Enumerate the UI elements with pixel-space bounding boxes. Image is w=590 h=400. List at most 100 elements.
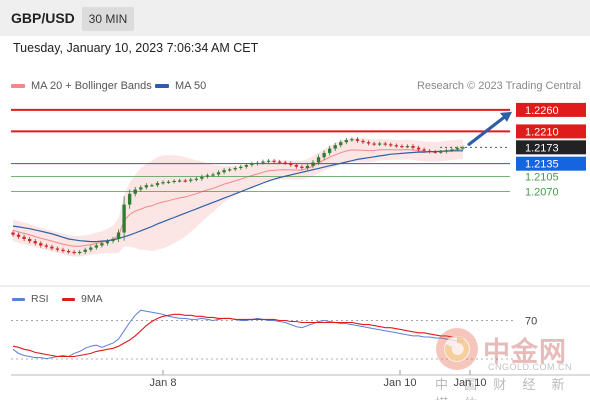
- candle-body: [372, 143, 376, 145]
- rsi-ma-line: [12, 313, 464, 358]
- timeframe-button[interactable]: 30 MIN: [82, 7, 134, 31]
- moving-average-layer: [12, 150, 463, 243]
- candle-body: [78, 251, 82, 254]
- candle-body: [366, 142, 371, 144]
- rsi-line: [12, 309, 463, 360]
- candle-body: [28, 238, 32, 242]
- candle-body: [228, 169, 232, 171]
- candle-body: [50, 246, 54, 249]
- watermark-url: CNGOLD.COM.CN: [488, 362, 573, 372]
- candle-body: [333, 145, 337, 149]
- candle-body: [211, 174, 215, 176]
- candle-body: [100, 243, 104, 246]
- research-credit: Research © 2023 Trading Central: [416, 80, 581, 92]
- candle-body: [378, 143, 382, 145]
- candle-body: [178, 180, 182, 182]
- candle-body: [289, 163, 293, 165]
- watermark-name: 中金网: [483, 337, 567, 368]
- candle-body: [350, 139, 354, 141]
- candle-body: [322, 152, 326, 158]
- forecast-arrow-head: [500, 111, 512, 122]
- candle-body: [389, 144, 393, 146]
- candle-body: [133, 189, 137, 194]
- candle-body: [155, 183, 160, 186]
- candle-body: [105, 241, 110, 244]
- candle-body: [266, 160, 271, 162]
- candle-body: [328, 148, 332, 153]
- candle-body: [66, 251, 71, 253]
- chart-datetime: Tuesday, January 10, 2023 7:06:34 AM CET: [13, 41, 259, 55]
- candle-body: [94, 245, 98, 248]
- candle-body: [455, 148, 460, 150]
- candle-body: [166, 181, 171, 183]
- candle-body: [433, 151, 437, 153]
- price-label-1.2135: 1.2135: [525, 159, 559, 171]
- candle-body: [116, 232, 121, 239]
- x-axis-layer: Jan 8 Jan 10 Jan 10: [11, 370, 590, 389]
- candle-body: [72, 251, 76, 254]
- legend-bollinger: MA 20 + Bollinger Bands: [11, 80, 152, 92]
- candle-body: [316, 157, 321, 163]
- candle-body: [205, 175, 210, 177]
- legend-rsi-ma: 9MA: [62, 293, 103, 305]
- candle-body: [150, 185, 154, 187]
- bollinger-band: [13, 137, 463, 257]
- candle-body: [83, 249, 87, 252]
- watermark-subtitle: 中 国 财 经 新 媒 体: [435, 378, 571, 400]
- candle-body: [383, 143, 387, 145]
- header-bar: GBP/USD 30 MIN: [0, 0, 590, 36]
- ma50-label: MA 50: [175, 80, 207, 92]
- price-label-1.2105: 1.2105: [525, 172, 559, 184]
- watermark-logo-icon: [433, 325, 481, 378]
- candle-body: [122, 204, 126, 233]
- price-label-1.2210: 1.2210: [525, 126, 559, 138]
- candle-body: [400, 146, 404, 148]
- candle-body: [294, 164, 298, 167]
- candle-body: [172, 180, 176, 183]
- candle-body: [261, 161, 265, 163]
- candle-body: [344, 140, 348, 143]
- candle-body: [128, 193, 132, 205]
- candle-body: [439, 151, 443, 153]
- price-label-bg-1.2135: [516, 156, 586, 171]
- candle-body: [233, 167, 237, 170]
- ma50-swatch: [155, 84, 169, 88]
- legend-ma50: MA 50: [155, 80, 206, 92]
- rsi-ma-label: 9MA: [81, 293, 103, 305]
- bollinger-swatch: [11, 84, 25, 88]
- candle-body: [394, 145, 398, 147]
- candle-body: [33, 241, 37, 244]
- candle-body: [144, 185, 148, 188]
- price-label-1.2173: 1.2173: [525, 142, 559, 154]
- candle-body: [305, 165, 310, 168]
- candle-body: [278, 161, 282, 163]
- instrument-title: GBP/USD: [11, 10, 75, 26]
- candle-body: [255, 162, 260, 165]
- price-label-1.2260: 1.2260: [525, 105, 559, 117]
- rsi-swatch: [12, 297, 25, 301]
- candle-body: [416, 147, 421, 150]
- x-tick-label: Jan 10: [383, 377, 416, 389]
- candle-body: [183, 180, 187, 182]
- rsi-ma-swatch: [62, 297, 75, 301]
- candle-body: [239, 166, 243, 168]
- candle-body: [222, 170, 226, 173]
- candle-body: [111, 238, 115, 242]
- price-label-bg-1.2260: [516, 102, 586, 117]
- candle-body: [11, 232, 15, 235]
- candle-body: [300, 166, 304, 168]
- candle-body: [139, 187, 143, 190]
- candle-body: [461, 147, 465, 149]
- chart-panel: [0, 36, 590, 400]
- candle-body: [422, 149, 426, 151]
- candle-body: [272, 160, 276, 162]
- forecast-arrow-line: [467, 114, 508, 146]
- rsi-label: RSI: [31, 293, 49, 305]
- candle-body: [161, 182, 165, 184]
- price-levels-layer: [11, 108, 510, 193]
- candle-body: [428, 150, 432, 152]
- candle-body: [339, 142, 343, 146]
- candle-body: [89, 247, 93, 250]
- ma50-line: [12, 150, 463, 243]
